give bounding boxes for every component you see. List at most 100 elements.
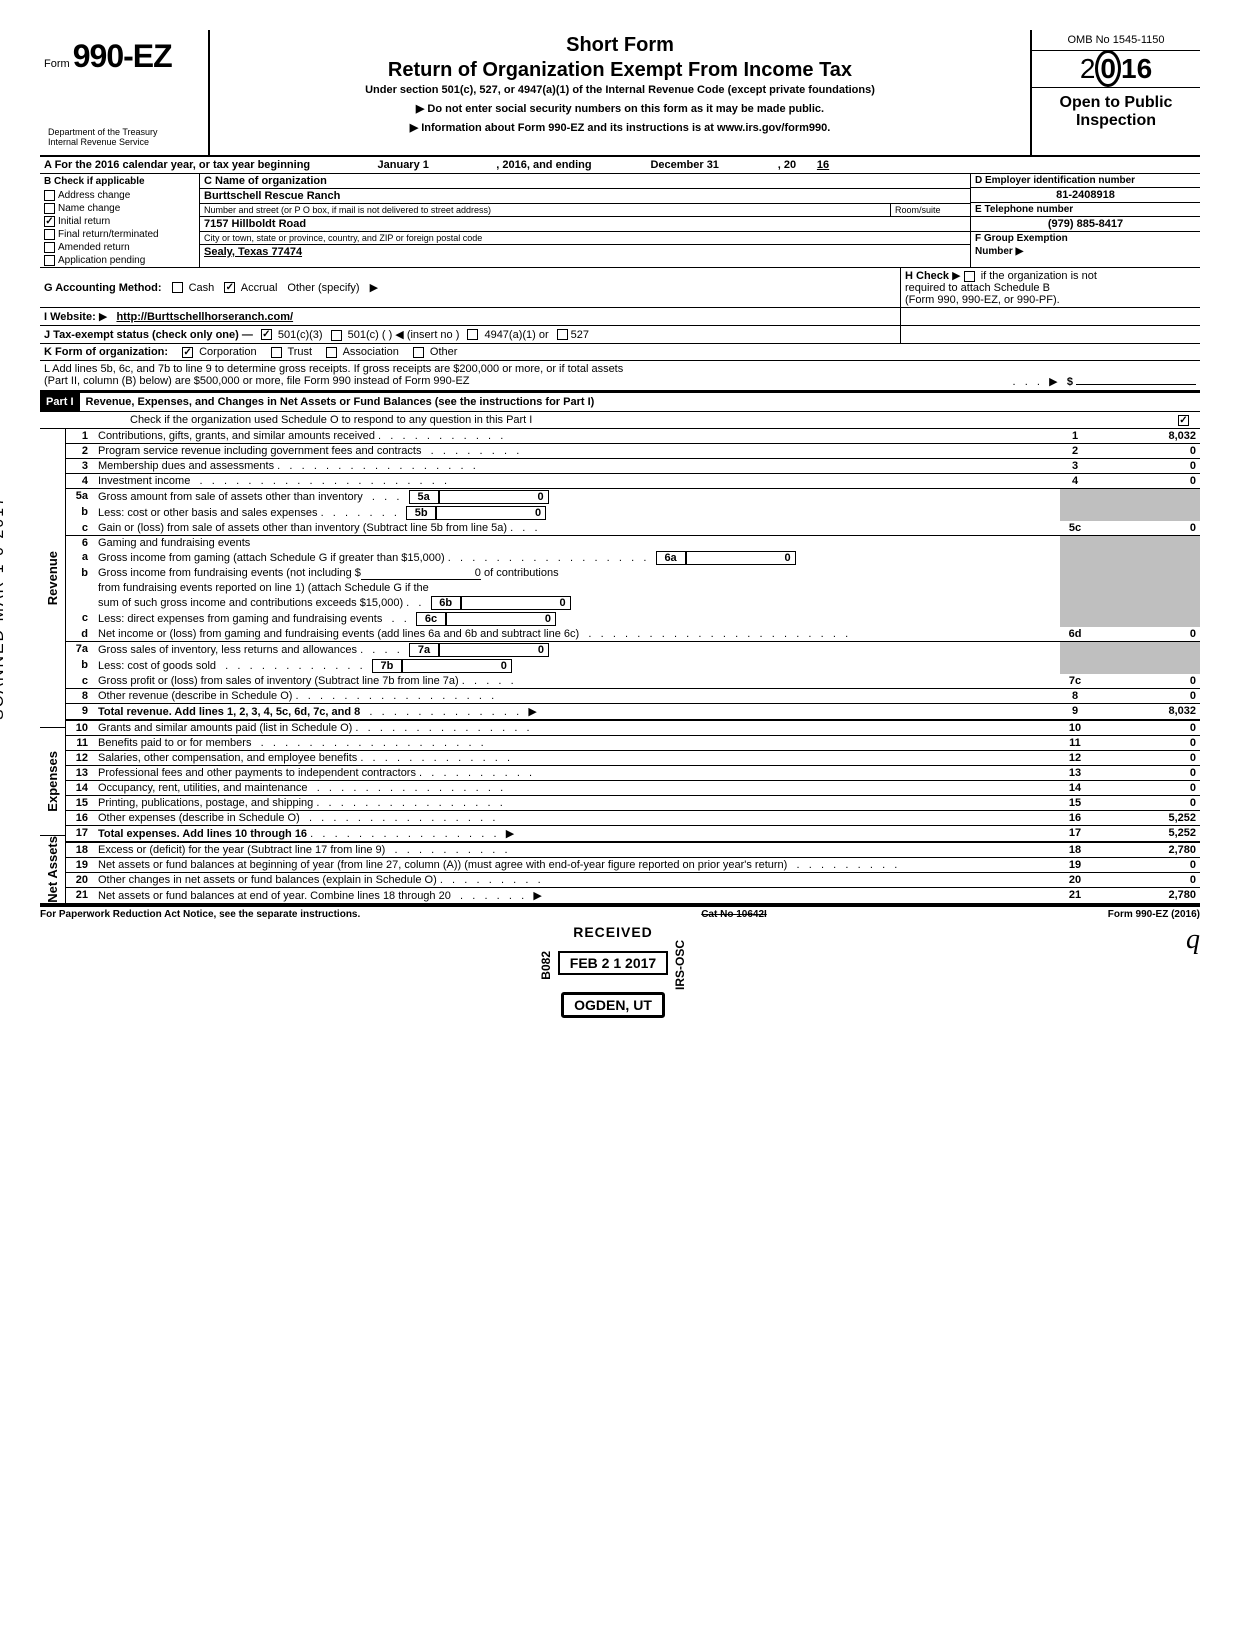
chk-no-sched-b[interactable] bbox=[964, 271, 975, 282]
row-15-num: 15 bbox=[66, 796, 94, 811]
chk-501c3[interactable] bbox=[261, 329, 272, 340]
row-6b-t4: sum of such gross income and contributio… bbox=[98, 597, 403, 609]
row-21-text: Net assets or fund balances at end of ye… bbox=[98, 890, 451, 902]
row-15-box: 15 bbox=[1060, 796, 1090, 811]
row-6b-num: b bbox=[66, 566, 94, 581]
row-19-num: 19 bbox=[66, 858, 94, 873]
lbl-amended: Amended return bbox=[58, 242, 130, 253]
row-5a-text: Gross amount from sale of assets other t… bbox=[98, 491, 363, 503]
chk-amended[interactable] bbox=[44, 242, 55, 253]
row-6d-text: Net income or (loss) from gaming and fun… bbox=[98, 628, 579, 640]
row-9-box: 9 bbox=[1060, 704, 1090, 721]
chk-name-change[interactable] bbox=[44, 203, 55, 214]
row-5b-ibox: 5b bbox=[406, 506, 436, 520]
chk-accrual[interactable] bbox=[224, 282, 235, 293]
row-20-box: 20 bbox=[1060, 873, 1090, 888]
row-6b-ibox: 6b bbox=[431, 596, 461, 610]
row-6c-num: c bbox=[66, 611, 94, 627]
row-17-text: Total expenses. Add lines 10 through 16 bbox=[98, 828, 307, 840]
row-12-num: 12 bbox=[66, 751, 94, 766]
stamp-irs: IRS-OSC bbox=[673, 940, 687, 990]
tax-year-begin: January 1 bbox=[313, 159, 493, 171]
lbl-527: 527 bbox=[571, 329, 589, 341]
row-7b-text: Less: cost of goods sold bbox=[98, 660, 216, 672]
chk-final-return[interactable] bbox=[44, 229, 55, 240]
line-a: A For the 2016 calendar year, or tax yea… bbox=[40, 157, 1200, 174]
row-7a-ibox: 7a bbox=[409, 643, 439, 657]
box-b: B Check if applicable Address change Nam… bbox=[40, 174, 200, 267]
chk-app-pending[interactable] bbox=[44, 255, 55, 266]
row-9-text: Total revenue. Add lines 1, 2, 3, 4, 5c,… bbox=[98, 706, 360, 718]
row-7b-ibox: 7b bbox=[372, 659, 402, 673]
chk-schedule-o[interactable] bbox=[1178, 415, 1189, 426]
lbl-4947: 4947(a)(1) or bbox=[484, 329, 548, 341]
stamp-area: RECEIVED B082 FEB 2 1 2017 IRS-OSC OGDEN… bbox=[40, 924, 1200, 1020]
lbl-corp: Corporation bbox=[199, 346, 256, 358]
row-6b-blank: 0 bbox=[361, 567, 481, 580]
row-4-amt: 0 bbox=[1090, 474, 1200, 489]
dept-irs: Internal Revenue Service bbox=[48, 137, 200, 147]
scanned-stamp: SCANNED MAR 1 0 2017 bbox=[0, 495, 8, 720]
chk-initial-return[interactable] bbox=[44, 216, 55, 227]
row-6d-amt: 0 bbox=[1090, 627, 1200, 642]
row-18-box: 18 bbox=[1060, 842, 1090, 858]
row-21-num: 21 bbox=[66, 888, 94, 904]
row-6a-num: a bbox=[66, 550, 94, 566]
subtitle: Under section 501(c), 527, or 4947(a)(1)… bbox=[218, 84, 1022, 96]
part-1-title: Revenue, Expenses, and Changes in Net As… bbox=[80, 393, 601, 411]
row-16-box: 16 bbox=[1060, 811, 1090, 826]
row-6-text: Gaming and fundraising events bbox=[94, 536, 1060, 551]
line-l-dollar: $ bbox=[1067, 376, 1073, 388]
stamp-ogden: OGDEN, UT bbox=[561, 992, 665, 1018]
lbl-insert: (insert no ) bbox=[407, 329, 460, 341]
street-label: Number and street (or P O box, if mail i… bbox=[200, 204, 890, 216]
row-5a-num: 5a bbox=[66, 489, 94, 506]
chk-501c[interactable] bbox=[331, 330, 342, 341]
row-2-num: 2 bbox=[66, 444, 94, 459]
footer: For Paperwork Reduction Act Notice, see … bbox=[40, 905, 1200, 920]
row-5a-ibox: 5a bbox=[409, 490, 439, 504]
footer-right: Form 990-EZ (2016) bbox=[1108, 909, 1200, 920]
row-14-text: Occupancy, rent, utilities, and maintena… bbox=[98, 782, 308, 794]
row-5c-num: c bbox=[66, 521, 94, 536]
row-1-box: 1 bbox=[1060, 429, 1090, 444]
chk-527[interactable] bbox=[557, 329, 568, 340]
row-10-amt: 0 bbox=[1090, 720, 1200, 736]
chk-cash[interactable] bbox=[172, 282, 183, 293]
box-d-label: D Employer identification number bbox=[971, 174, 1200, 188]
chk-address-change[interactable] bbox=[44, 190, 55, 201]
short-form-title: Short Form bbox=[218, 34, 1022, 57]
row-2-amt: 0 bbox=[1090, 444, 1200, 459]
row-20-num: 20 bbox=[66, 873, 94, 888]
row-8-amt: 0 bbox=[1090, 689, 1200, 704]
chk-assoc[interactable] bbox=[326, 347, 337, 358]
lbl-address-change: Address change bbox=[58, 190, 130, 201]
row-16-text: Other expenses (describe in Schedule O) bbox=[98, 812, 300, 824]
chk-trust[interactable] bbox=[271, 347, 282, 358]
dept-treasury: Department of the Treasury bbox=[48, 127, 200, 137]
row-6a-text: Gross income from gaming (attach Schedul… bbox=[98, 552, 445, 564]
part-1-table: 1Contributions, gifts, grants, and simil… bbox=[66, 429, 1200, 903]
lbl-initial-return: Initial return bbox=[58, 216, 110, 227]
row-6c-iamt: 0 bbox=[446, 612, 556, 626]
line-g-label: G Accounting Method: bbox=[44, 282, 162, 294]
row-11-box: 11 bbox=[1060, 736, 1090, 751]
row-5c-text: Gain or (loss) from sale of assets other… bbox=[98, 522, 507, 534]
chk-other-org[interactable] bbox=[413, 347, 424, 358]
lbl-name-change: Name change bbox=[58, 203, 120, 214]
lbl-501c3: 501(c)(3) bbox=[278, 329, 323, 341]
line-h-t3: required to attach Schedule B bbox=[905, 282, 1050, 294]
org-name: Burttschell Rescue Ranch bbox=[200, 189, 970, 204]
box-b-header: B Check if applicable bbox=[40, 174, 199, 189]
form-header: Form 990-EZ Department of the Treasury I… bbox=[40, 30, 1200, 157]
phone-value: (979) 885-8417 bbox=[971, 217, 1200, 232]
chk-4947[interactable] bbox=[467, 329, 478, 340]
chk-corp[interactable] bbox=[182, 347, 193, 358]
handwritten-q: q bbox=[1186, 924, 1200, 956]
row-3-text: Membership dues and assessments bbox=[98, 460, 274, 472]
line-l-t2: (Part II, column (B) below) are $500,000… bbox=[44, 375, 470, 388]
row-16-amt: 5,252 bbox=[1090, 811, 1200, 826]
row-5a-iamt: 0 bbox=[439, 490, 549, 504]
row-1-num: 1 bbox=[66, 429, 94, 444]
lbl-cash: Cash bbox=[189, 282, 215, 294]
